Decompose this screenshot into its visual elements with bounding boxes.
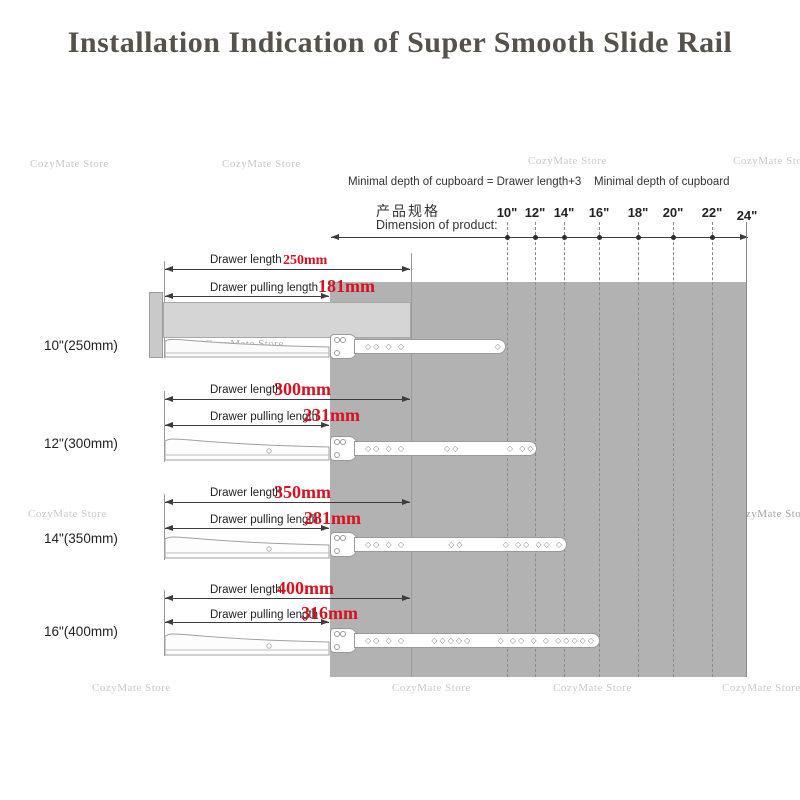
drawer-pulling-value: 181mm — [318, 276, 375, 296]
scale-dot — [562, 235, 567, 240]
drawer-length-value: 350mm — [274, 482, 331, 502]
guide-line-22 — [712, 222, 713, 677]
drawer-length-arrow — [165, 266, 410, 272]
drawer-pulling-label: Drawer pulling length — [210, 282, 319, 294]
size-tick-22: 22" — [701, 205, 723, 220]
row-left-tick — [164, 391, 165, 462]
rail-bracket — [330, 334, 357, 359]
size-tick-18: 18" — [627, 205, 649, 220]
slide-rail-16: ◇◇ ◇ ◇ ◇◇◇◇◇ ◇ ◇◇ ◇ ◇ ◇◇◇◇◇ — [330, 628, 600, 654]
drawer-rail-sketch — [164, 633, 330, 656]
scale-dot — [636, 235, 641, 240]
drawer-pulling-value: 316mm — [301, 603, 358, 623]
guide-line-16 — [599, 222, 600, 677]
drawer-length-label: Drawer length — [210, 584, 282, 596]
guide-line-18 — [638, 222, 639, 677]
rail-body: ◇◇ ◇ ◇ ◇◇ ◇ ◇◇ ◇◇ — [354, 441, 537, 456]
rail-body: ◇◇ ◇ ◇ ◇◇◇◇◇ ◇ ◇◇ ◇ ◇ ◇◇◇◇◇ — [354, 633, 600, 648]
drawer-pulling-value: 231mm — [303, 405, 360, 425]
drawer-pulling-arrow — [165, 525, 329, 531]
rail-body: ◇◇ ◇ ◇ ◇◇ ◇ ◇◇ ◇◇ ◇ — [354, 537, 567, 552]
drawer-length-value: 400mm — [277, 578, 334, 598]
watermark: CozyMate Store — [528, 155, 607, 167]
watermark: CozyMate Store — [553, 682, 632, 694]
product-spec-cn: 产品规格 — [376, 203, 440, 219]
watermark: CozyMate Store — [392, 682, 471, 694]
drawer-length-label: Drawer length — [210, 487, 282, 499]
drawer-length-label: Drawer length — [210, 254, 282, 266]
drawer-length-value: 250mm — [283, 253, 328, 268]
drawer-rail-sketch — [164, 536, 330, 559]
row-size-label: 14"(350mm) — [44, 531, 118, 546]
cabinet-side-panel — [149, 292, 163, 358]
row-left-tick — [164, 590, 165, 656]
drawer-length-arrow — [165, 499, 410, 505]
drawer-length-value: 300mm — [274, 379, 331, 399]
slide-rail-12: ◇◇ ◇ ◇ ◇◇ ◇ ◇◇ ◇◇ — [330, 436, 537, 462]
guide-line-20 — [673, 222, 674, 677]
scale-dot — [505, 235, 510, 240]
rail-bracket — [330, 436, 357, 461]
drawer-pulling-label: Drawer pulling length — [210, 514, 319, 526]
slide-rail-10: ◇◇ ◇ ◇ ◇ — [330, 334, 506, 360]
slide-rail-14: ◇◇ ◇ ◇ ◇◇ ◇ ◇◇ ◇◇ ◇ — [330, 532, 567, 558]
watermark: CozyMate Store — [92, 682, 171, 694]
rail-bracket — [330, 532, 357, 557]
guide-line-24 — [746, 222, 747, 677]
size-tick-16: 16" — [588, 205, 610, 220]
size-tick-14: 14" — [553, 205, 575, 220]
drawer-pulling-arrow — [165, 619, 329, 625]
scale-dot — [597, 235, 602, 240]
guide-line-14 — [564, 222, 565, 677]
watermark: CozyMate Store — [28, 508, 107, 520]
row-size-label: 16"(400mm) — [44, 624, 118, 639]
cupboard-depth-dimension-line — [331, 234, 748, 240]
watermark: CozyMate Store — [30, 158, 109, 170]
row-left-tick — [164, 494, 165, 560]
watermark: CozyMate Store — [222, 158, 301, 170]
drawer-pulling-arrow — [165, 422, 329, 428]
drawer-length-arrow — [165, 396, 410, 402]
scale-dot — [671, 235, 676, 240]
page-title: Installation Indication of Super Smooth … — [67, 26, 733, 59]
watermark: CozyMate Store — [722, 682, 800, 694]
row-size-label: 12"(300mm) — [44, 436, 118, 451]
size-tick-20: 20" — [662, 205, 684, 220]
drawer-rail-sketch — [164, 338, 330, 358]
scale-dot — [710, 235, 715, 240]
drawer-length-label: Drawer length — [210, 384, 282, 396]
drawer-pulling-arrow — [165, 293, 329, 299]
drawer-body — [163, 302, 411, 338]
size-tick-24: 24" — [736, 208, 758, 223]
watermark: CozyMate Store — [733, 155, 800, 167]
row-size-label: 10"(250mm) — [44, 338, 118, 353]
rail-body: ◇◇ ◇ ◇ ◇ — [354, 339, 506, 354]
rail-bracket — [330, 628, 357, 653]
scale-dot — [533, 235, 538, 240]
min-depth-label: Minimal depth of cupboard — [594, 176, 730, 188]
drawer-pulling-value: 281mm — [304, 508, 361, 528]
size-tick-10: 10" — [496, 205, 518, 220]
size-tick-12: 12" — [524, 205, 546, 220]
cupboard-depth-formula: Minimal depth of cupboard = Drawer lengt… — [348, 176, 582, 188]
drawer-rail-sketch — [164, 438, 330, 461]
drawer-pulling-label: Drawer pulling length — [210, 411, 319, 423]
drawer-pulling-label: Drawer pulling length — [210, 609, 319, 621]
drawer-length-arrow — [165, 595, 410, 601]
drawer-length-boundary-line — [411, 253, 412, 677]
product-spec-en: Dimension of product: — [376, 218, 498, 232]
